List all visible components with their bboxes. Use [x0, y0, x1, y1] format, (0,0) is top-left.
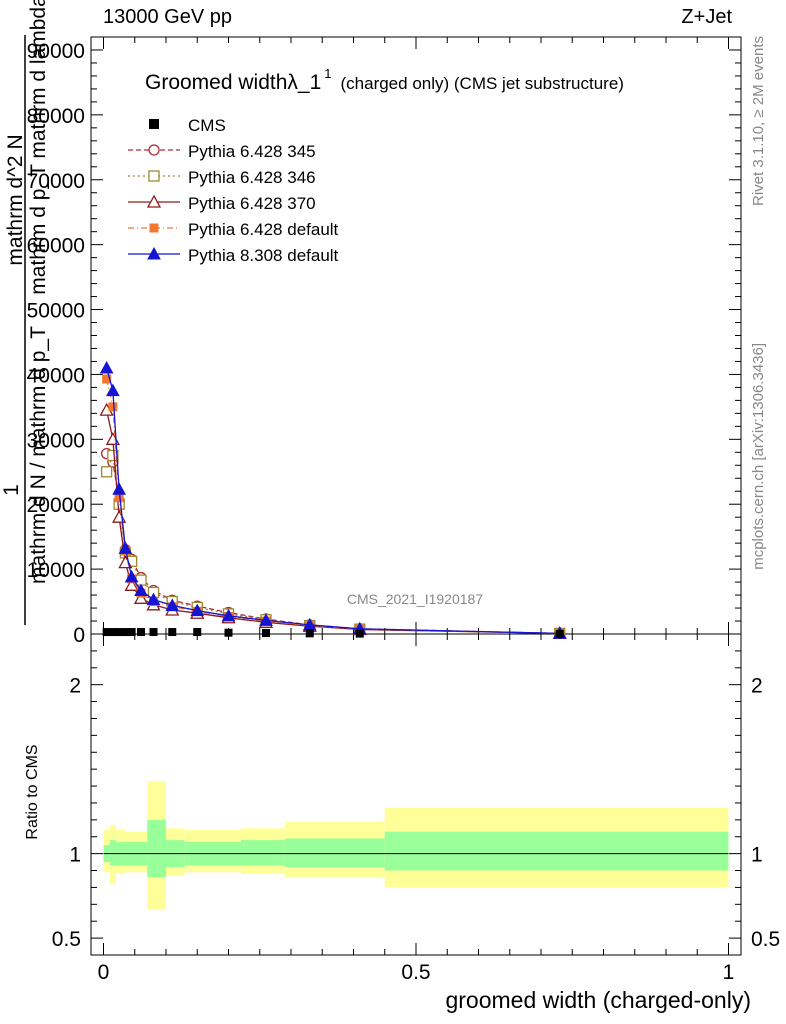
cms-point	[193, 628, 202, 637]
series-point	[100, 466, 113, 478]
ratio-stat-band-7	[241, 840, 285, 866]
ylabel-dpt-dlambda: mathrm d p_T mathrm d lambda	[27, 0, 50, 295]
cms-point	[555, 629, 564, 638]
series-point	[221, 608, 236, 622]
main-ytick-label: 0	[73, 624, 85, 647]
legend-label-3: Pythia 6.428 default	[188, 220, 339, 239]
series-point	[112, 509, 127, 523]
cms-point	[115, 628, 124, 637]
ratio-xtick-label: 0.5	[401, 961, 430, 984]
legend-marker-3	[149, 223, 159, 233]
cms-data	[102, 628, 564, 638]
header-right: Z+Jet	[681, 6, 732, 28]
main-ytick-label: 50000	[27, 300, 85, 323]
legend: CMS Pythia 6.428 345 Pythia 6.428 346 Pythi…	[128, 116, 339, 265]
series-point	[107, 449, 119, 462]
cms-point	[224, 628, 233, 637]
cms-point	[355, 629, 364, 638]
series-point	[124, 577, 139, 591]
legend-label-cms: CMS	[188, 116, 226, 135]
series-line	[105, 409, 560, 635]
series-point	[190, 603, 205, 617]
main-ytick-label: 10000	[27, 559, 85, 582]
legend-marker-2	[146, 194, 162, 208]
ratio-ytick-label-right: 2	[751, 675, 763, 698]
series-point	[105, 431, 120, 445]
legend-label-4: Pythia 8.308 default	[188, 246, 339, 265]
series-line	[105, 455, 560, 635]
series-point	[146, 592, 161, 606]
series-point	[99, 360, 114, 374]
ratio-stat-band-9	[384, 831, 729, 871]
plot-title: Groomed widthλ_1 1(charged only) (CMS jet…	[145, 66, 624, 94]
cms-point	[108, 628, 117, 637]
legend-marker-0	[148, 144, 160, 156]
series-point	[108, 402, 118, 412]
cms-point	[262, 629, 270, 638]
series-point	[112, 482, 126, 495]
main-ytick-label: 80000	[27, 105, 85, 128]
ratio-stat-band-1	[109, 840, 116, 866]
mcplots-annotation: mcplots.cern.ch [arXiv:1306.3436]	[750, 343, 767, 570]
main-ytick-label: 30000	[27, 429, 85, 452]
main-ytick-label: 60000	[27, 235, 85, 258]
legend-label-0: Pythia 6.428 345	[188, 142, 316, 161]
ratio-frame	[90, 633, 742, 956]
analysis-watermark: CMS_2021_I1920187	[347, 591, 483, 607]
ratio-ytick-label-right: 1	[751, 844, 763, 867]
cms-point	[168, 628, 177, 637]
cms-point	[149, 628, 158, 637]
header-left: 13000 GeV pp	[103, 6, 232, 28]
series-point	[165, 598, 180, 611]
series-point	[102, 374, 112, 384]
ratio-ylabel: Ratio to CMS	[24, 744, 41, 839]
series-point	[124, 569, 139, 583]
main-ytick-label: 40000	[27, 364, 85, 387]
ratio-bands	[103, 780, 729, 910]
rivet-annotation: Rivet 3.1.10, ≥ 2M events	[750, 36, 767, 206]
series-line	[105, 367, 560, 635]
legend-label-2: Pythia 6.428 370	[188, 194, 316, 213]
cms-point	[121, 628, 130, 637]
ratio-xtick-label: 0	[98, 961, 110, 984]
ratio-ytick-label-left: 0.5	[52, 928, 81, 951]
ylabel-numerator: 1	[0, 484, 23, 496]
series-point	[259, 613, 273, 626]
series-point	[118, 541, 133, 554]
cms-point	[127, 628, 136, 637]
legend-marker-cms	[149, 119, 159, 129]
series-point	[106, 383, 120, 397]
ylabel-d2n: mathrm d^2 N	[4, 134, 27, 265]
series-point	[134, 583, 148, 597]
ratio-xtick-label: 1	[723, 961, 735, 984]
main-ytick-label: 20000	[27, 494, 85, 517]
legend-marker-4	[147, 246, 161, 260]
series-line	[105, 378, 560, 635]
ratio-stat-band-4	[147, 819, 166, 878]
ylabel-denominator: mathrm d N / mathrm d p_T	[27, 326, 50, 584]
legend-marker-1	[148, 170, 160, 182]
cms-point	[305, 629, 314, 638]
xaxis-label: groomed width (charged-only)	[445, 987, 751, 1013]
ratio-ytick-label-right: 0.5	[751, 928, 780, 951]
main-ytick-label: 90000	[27, 40, 85, 63]
ratio-ytick-label-left: 1	[69, 844, 81, 867]
legend-label-1: Pythia 6.428 346	[188, 168, 316, 187]
cms-point	[137, 628, 145, 637]
cms-point	[102, 628, 111, 637]
series-point	[133, 590, 149, 604]
main-ytick-label: 70000	[27, 170, 85, 193]
ratio-ytick-label-left: 2	[69, 675, 81, 698]
ratio-stat-band-8	[284, 838, 385, 868]
